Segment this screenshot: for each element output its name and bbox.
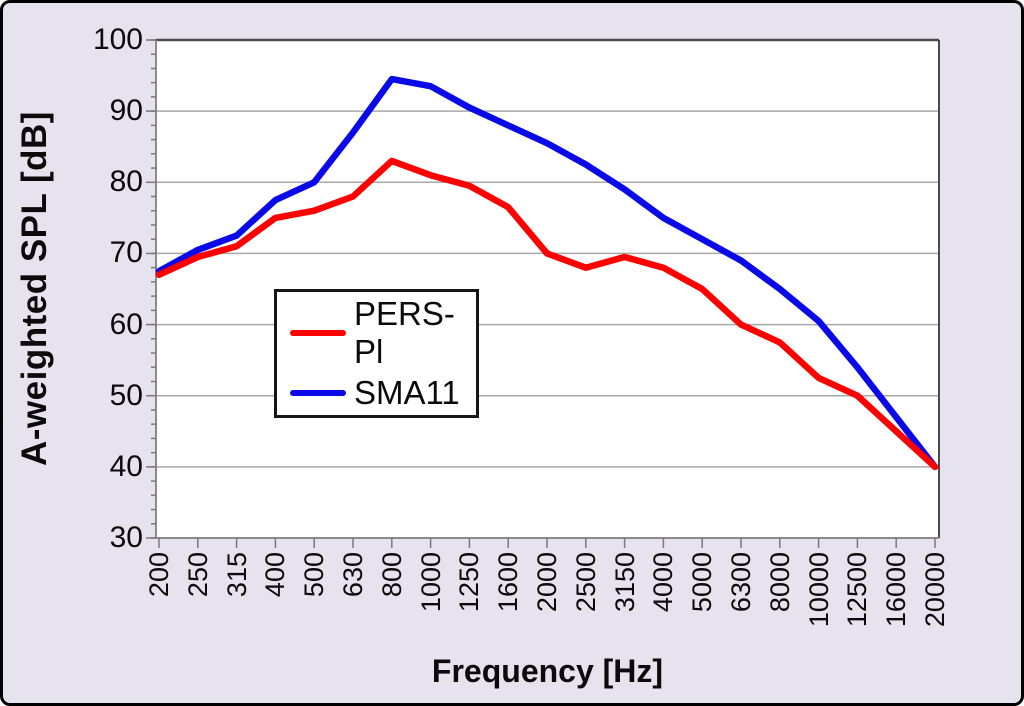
y-tick-label-70: 70	[109, 236, 143, 270]
x-tick-label-315: 315	[221, 552, 252, 598]
y-tick-label-40: 40	[109, 449, 143, 483]
legend-box: PERS-Pl SMA11	[274, 289, 479, 418]
x-axis-title: Frequency [Hz]	[431, 653, 664, 689]
y-tick-label-80: 80	[109, 165, 143, 199]
x-tick-label-5000: 5000	[687, 552, 718, 613]
x-tick-label-3150: 3150	[609, 552, 640, 613]
x-tick-label-2500: 2500	[570, 552, 601, 613]
x-tick-label-4000: 4000	[648, 552, 679, 613]
x-tick-label-16000: 16000	[881, 552, 912, 628]
x-tick-label-12500: 12500	[842, 552, 873, 628]
y-tick-label-50: 50	[109, 378, 143, 412]
x-tick-label-1000: 1000	[415, 552, 446, 613]
legend-item-sma11: SMA11	[290, 374, 476, 412]
x-tick-label-1250: 1250	[454, 552, 485, 613]
x-tick-label-2000: 2000	[532, 552, 562, 613]
x-tick-label-1600: 1600	[493, 552, 524, 613]
x-tick-label-200: 200	[144, 552, 174, 598]
legend-line-swatch-red	[290, 330, 346, 336]
y-tick-label-60: 60	[109, 307, 143, 341]
legend-item-pers-pl: PERS-Pl	[290, 295, 476, 371]
legend-line-swatch-blue	[290, 390, 346, 396]
x-tick-label-20000: 20000	[920, 552, 950, 628]
y-tick-label-30: 30	[109, 521, 143, 554]
x-tick-label-800: 800	[376, 552, 407, 598]
x-tick-label-630: 630	[338, 552, 368, 598]
x-tick-label-250: 250	[182, 552, 213, 598]
legend-label-pers-pl: PERS-Pl	[354, 295, 455, 370]
x-tick-label-6300: 6300	[726, 552, 756, 613]
x-tick-label-8000: 8000	[764, 552, 795, 613]
legend-label-sma11: SMA11	[354, 374, 460, 411]
x-tick-label-400: 400	[260, 552, 291, 598]
x-tick-label-500: 500	[299, 552, 330, 598]
y-tick-label-100: 100	[92, 23, 143, 56]
y-tick-label-90: 90	[109, 94, 143, 128]
x-tick-label-10000: 10000	[803, 552, 834, 628]
